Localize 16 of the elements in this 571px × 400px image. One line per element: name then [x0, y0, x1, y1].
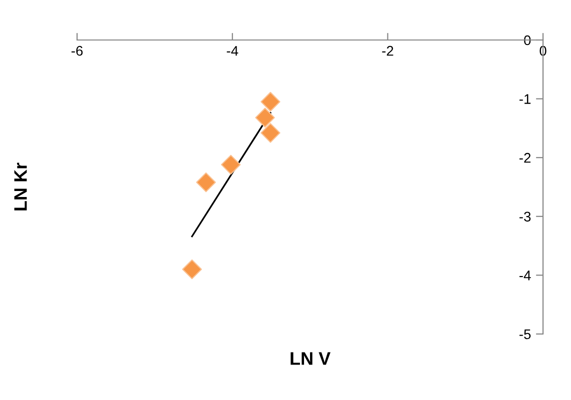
- y-tick-label: -5: [519, 329, 531, 340]
- point: [255, 108, 275, 128]
- y-tick-label: -2: [519, 152, 531, 163]
- x-tick-label: -6: [72, 46, 83, 56]
- point: [260, 123, 280, 143]
- y-axis-title: LN Kr: [14, 162, 27, 210]
- x-tick-label: -4: [226, 46, 238, 56]
- point: [260, 92, 280, 112]
- x-axis-title: LN V: [290, 352, 330, 365]
- point: [196, 172, 216, 192]
- y-tick-label: -3: [519, 212, 531, 222]
- x-tick-label: -2: [382, 46, 394, 56]
- y-tick-label: -1: [519, 94, 531, 104]
- point: [220, 154, 241, 175]
- y-tick-label: -4: [519, 270, 531, 280]
- point: [182, 259, 202, 280]
